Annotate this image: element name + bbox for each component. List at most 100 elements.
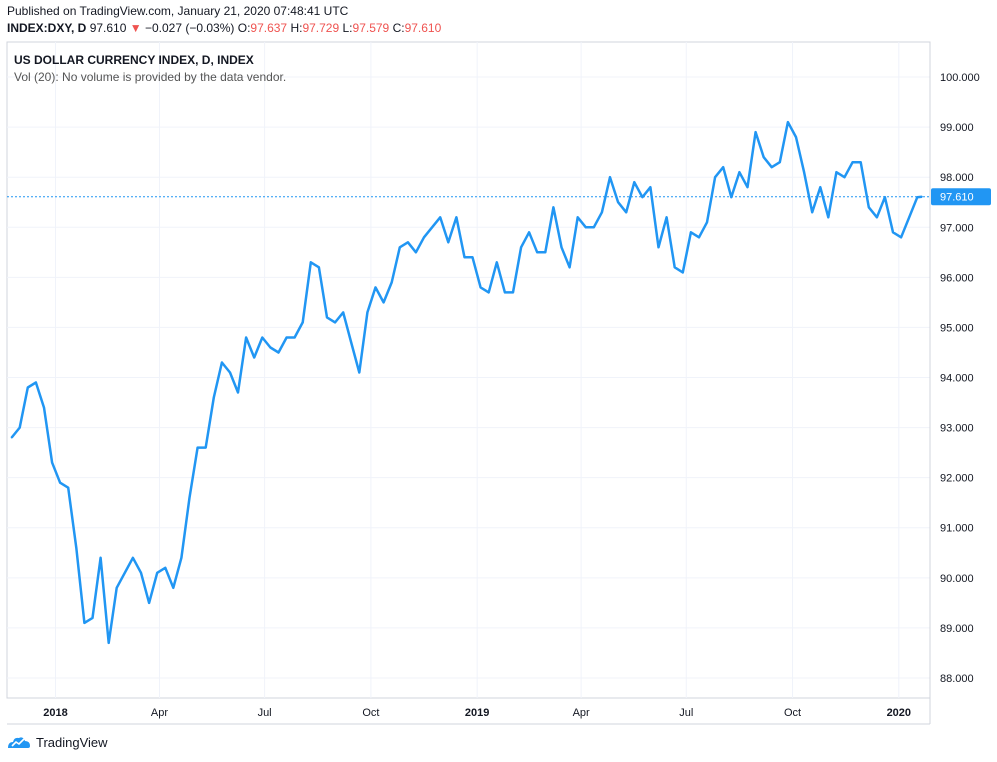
data-point (293, 336, 296, 339)
data-point (787, 121, 789, 123)
y-tick-label: 90.000 (940, 573, 974, 585)
data-point (277, 351, 280, 354)
data-point (75, 546, 78, 549)
data-point (382, 301, 385, 304)
footer-brand[interactable]: TradingView (36, 734, 108, 750)
high-value: 97.729 (302, 21, 340, 35)
data-point (447, 241, 450, 244)
data-point (334, 321, 336, 324)
data-point (415, 251, 417, 254)
data-point (156, 571, 159, 574)
data-point (318, 266, 320, 269)
last-price: 97.610 (89, 21, 127, 35)
data-point (690, 231, 692, 234)
published-line: Published on TradingView.com, January 21… (7, 4, 349, 18)
data-point (350, 341, 353, 344)
data-point (568, 266, 571, 269)
data-point (714, 176, 716, 179)
data-point (576, 216, 579, 219)
data-point (536, 251, 539, 254)
close-label: C: (392, 21, 405, 35)
data-point (423, 236, 425, 239)
y-axis-labels: 100.000 99.000 98.000 97.000 96.000 95.000 94.… (940, 72, 980, 685)
y-tick-label: 93.000 (940, 423, 974, 435)
data-point (512, 291, 514, 294)
data-point (83, 622, 86, 624)
data-point (835, 171, 838, 174)
x-tick-label: Oct (362, 707, 379, 719)
plot-frame (6, 41, 931, 699)
x-axis-labels: 2018 Apr Jul Oct 2019 Apr Jul Oct 2020 (43, 707, 911, 719)
data-point (342, 311, 345, 314)
data-point (164, 566, 167, 569)
data-point (803, 171, 805, 174)
ohlc-line: INDEX:DXY, D 97.610 ▼ −0.027 (−0.03%) O:… (7, 20, 441, 37)
data-point (859, 161, 862, 164)
data-point (471, 256, 474, 259)
x-tick-label: Jul (679, 707, 693, 719)
data-point (285, 336, 288, 339)
data-point (722, 166, 725, 169)
x-tick-label: 2019 (465, 707, 489, 719)
data-point (123, 571, 126, 574)
data-point (900, 236, 902, 239)
data-point (431, 226, 433, 229)
symbol-label: INDEX:DXY, D (7, 21, 87, 35)
data-point (18, 426, 21, 429)
data-point (843, 176, 846, 179)
data-point (463, 256, 466, 259)
data-point (358, 371, 361, 374)
data-point (884, 196, 886, 199)
x-tick-label: Apr (151, 707, 168, 719)
data-point (738, 171, 741, 174)
chart-header: Published on TradingView.com, January 21… (7, 3, 441, 37)
data-point (592, 226, 595, 229)
y-tick-label: 92.000 (940, 473, 974, 485)
data-point (528, 231, 530, 234)
data-point (204, 446, 207, 449)
data-point (99, 556, 102, 559)
data-point (673, 266, 676, 269)
data-point (132, 556, 134, 559)
data-point (253, 356, 256, 359)
volume-legend: Vol (20): No volume is provided by the d… (14, 70, 286, 84)
data-point (921, 195, 923, 198)
data-point (601, 211, 603, 214)
data-point (520, 246, 522, 249)
data-point (560, 246, 563, 249)
data-point (641, 196, 644, 199)
data-point (649, 186, 652, 189)
data-point (196, 446, 199, 449)
data-point (212, 396, 215, 399)
down-arrow-icon: ▼ (129, 21, 142, 35)
tradingview-logo-icon (8, 737, 30, 748)
chart-title: US DOLLAR CURRENCY INDEX, D, INDEX (14, 53, 254, 67)
data-point (851, 161, 854, 164)
open-label: O: (237, 21, 251, 35)
data-point (269, 346, 272, 349)
data-point (301, 321, 304, 324)
data-point (261, 336, 264, 339)
data-point (51, 461, 53, 464)
data-point (867, 206, 870, 209)
data-point (746, 186, 749, 189)
data-point (398, 246, 401, 249)
low-value: 97.579 (352, 21, 390, 35)
data-point (35, 381, 37, 384)
data-point (148, 602, 151, 604)
x-tick-label: Jul (258, 707, 272, 719)
data-point (366, 311, 369, 314)
x-tick-label: Apr (573, 707, 590, 719)
data-point (795, 136, 797, 139)
y-tick-label: 88.000 (940, 673, 974, 685)
x-tick-label: 2020 (887, 707, 911, 719)
data-point (495, 261, 498, 264)
data-point (625, 211, 628, 214)
data-point (544, 251, 547, 254)
last-price-tag (931, 188, 991, 206)
open-value: 97.637 (250, 21, 288, 35)
series-points (10, 121, 923, 644)
data-point (107, 642, 110, 644)
footer: TradingView (6, 734, 108, 750)
